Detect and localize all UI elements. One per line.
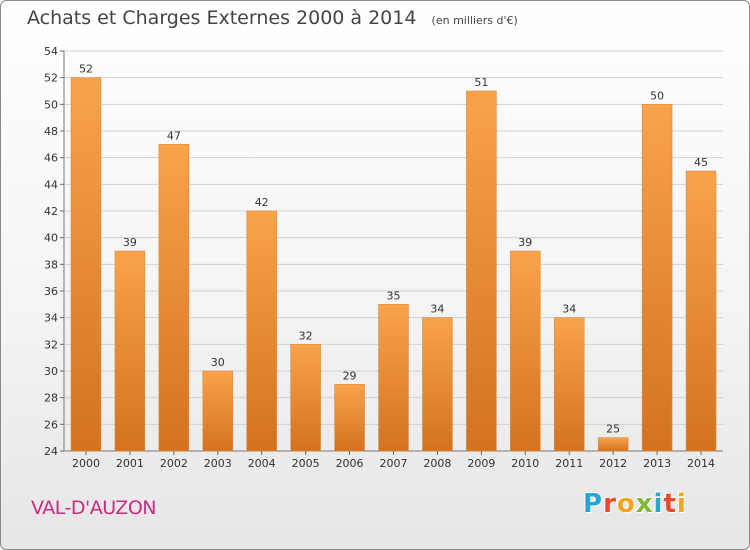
bar-value-label: 39: [518, 236, 532, 249]
bar-layer: [70, 77, 717, 452]
x-tick-label: 2004: [248, 457, 276, 470]
bar: [466, 90, 497, 452]
bar-value-label: 50: [650, 89, 664, 102]
label-layer: 52 39 47 30 42 32 29 35 34 51 39 34 25 50 45: [79, 63, 708, 436]
title-row: Achats et Charges Externes 2000 à 2014 (…: [27, 7, 518, 29]
logo-letter: i: [653, 489, 664, 519]
logo-letter: r: [603, 489, 617, 519]
logo-letter: x: [635, 489, 654, 519]
bar-value-label: 35: [387, 289, 401, 302]
y-tick-label: 46: [44, 152, 58, 165]
x-tick-label: 2010: [511, 457, 539, 470]
x-tick-label: 2002: [160, 457, 188, 470]
x-tick-label: 2000: [72, 457, 100, 470]
bar-value-label: 32: [299, 329, 313, 342]
y-tick-label: 28: [44, 392, 58, 405]
y-tick-label: 50: [44, 98, 58, 111]
y-tick-label: 26: [44, 418, 58, 431]
y-tick-label: 30: [44, 365, 58, 378]
bar: [290, 344, 321, 452]
bar-value-label: 34: [562, 303, 576, 316]
bar: [246, 210, 277, 452]
x-tick-label: 2007: [380, 457, 408, 470]
y-tick-label: 52: [44, 72, 58, 85]
y-tick-label: 38: [44, 258, 58, 271]
chart-title: Achats et Charges Externes 2000 à 2014: [27, 7, 417, 29]
y-tick-label: 48: [44, 125, 58, 138]
bar-value-label: 52: [79, 63, 93, 76]
bar-value-label: 42: [255, 196, 269, 209]
bar: [553, 317, 585, 452]
bar: [70, 77, 102, 452]
bar: [510, 250, 541, 452]
x-tick-label: 2014: [687, 457, 715, 470]
logo-letter: P: [583, 489, 604, 519]
y-tick-label: 44: [44, 178, 58, 191]
y-tick-label: 34: [44, 312, 58, 325]
bar: [597, 437, 629, 452]
y-tick-label: 24: [44, 445, 58, 458]
logo-letter: t: [663, 489, 677, 519]
bar-value-label: 47: [167, 129, 181, 142]
x-tick-label: 2011: [555, 457, 583, 470]
logo-letter: o: [616, 489, 636, 519]
chart-subtitle: (en milliers d'€): [431, 14, 518, 27]
bar: [378, 304, 409, 452]
bar: [422, 317, 453, 452]
bar-value-label: 25: [606, 423, 620, 436]
x-tick-label: 2003: [204, 457, 232, 470]
proxiti-logo[interactable]: Proxiti: [583, 489, 687, 519]
y-tick-label: 32: [44, 338, 58, 351]
bar: [202, 370, 234, 452]
bar-value-label: 30: [211, 356, 225, 369]
bar-value-label: 39: [123, 236, 137, 249]
logo-letter: i: [676, 489, 687, 519]
bar: [641, 104, 673, 452]
x-tick-label: 2008: [423, 457, 451, 470]
bar: [158, 144, 190, 452]
x-tick-label: 2006: [336, 457, 364, 470]
x-tick-label: 2012: [599, 457, 627, 470]
bar-value-label: 45: [694, 156, 708, 169]
bar-value-label: 34: [430, 303, 444, 316]
x-tick-label: 2009: [467, 457, 495, 470]
bar-value-label: 29: [343, 369, 357, 382]
bar: [114, 250, 146, 452]
axis-layer: 24 26 28 30 32 34 36 38 40 42 44 46 48 50 52 54 2000 2001…: [44, 45, 723, 470]
y-tick-label: 40: [44, 232, 58, 245]
bar: [685, 170, 717, 452]
x-tick-label: 2013: [643, 457, 671, 470]
place-name: VAL-D'AUZON: [31, 497, 157, 519]
bar-value-label: 51: [474, 76, 488, 89]
y-tick-label: 42: [44, 205, 58, 218]
x-tick-label: 2005: [292, 457, 320, 470]
x-tick-label: 2001: [116, 457, 144, 470]
y-tick-label: 54: [44, 45, 58, 58]
bar: [334, 384, 365, 452]
y-tick-label: 36: [44, 285, 58, 298]
